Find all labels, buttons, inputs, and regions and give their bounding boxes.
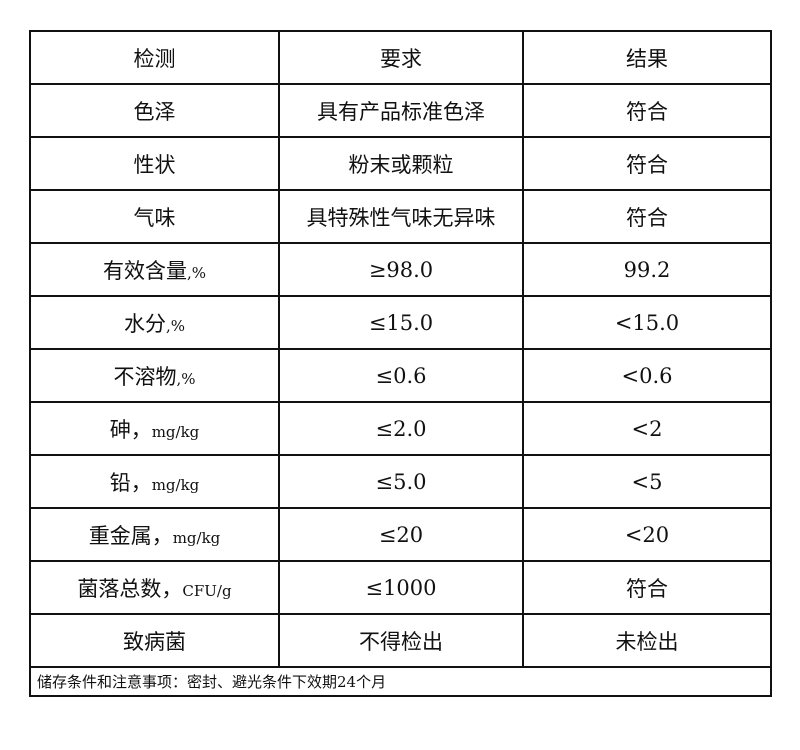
item-name: 水分 [123,311,166,336]
item-unit: ,% [165,316,186,335]
cell-requirement: ≤15.0 [278,295,524,350]
cell-result: <5 [522,454,772,509]
cell-item: 铅，mg/kg [29,454,280,509]
cell-item: 砷，mg/kg [29,401,280,456]
cell-result: 99.2 [522,242,772,297]
inspection-table: 检测 要求 结果 色泽 具有产品标准色泽 符合 性状 粉末或颗粒 符合 气味 具特殊性气味无异… [29,30,772,697]
item-name: 铅， [109,470,152,495]
cell-result: 未检出 [522,613,772,668]
cell-requirement: ≤2.0 [278,401,524,456]
cell-item: 气味 [29,189,280,244]
cell-requirement: 具有产品标准色泽 [278,83,524,138]
item-unit: mg/kg [172,528,221,547]
cell-item: 水分,% [29,295,280,350]
storage-note: 储存条件和注意事项：密封、避光条件下效期24个月 [29,666,772,697]
header-cell-test: 检测 [29,30,280,85]
table-row: 砷，mg/kg ≤2.0 <2 [29,401,772,456]
cell-item: 性状 [29,136,280,191]
item-name: 重金属， [88,523,173,548]
footer-row: 储存条件和注意事项：密封、避光条件下效期24个月 [29,666,772,697]
table-row: 有效含量,% ≥98.0 99.2 [29,242,772,297]
cell-result: 符合 [522,136,772,191]
table-row: 铅，mg/kg ≤5.0 <5 [29,454,772,509]
cell-item: 重金属，mg/kg [29,507,280,562]
cell-result: <0.6 [522,348,772,403]
table-row: 性状 粉末或颗粒 符合 [29,136,772,191]
item-name: 致病菌 [123,629,186,654]
item-unit: CFU/g [182,581,232,600]
cell-item: 菌落总数，CFU/g [29,560,280,615]
cell-result: 符合 [522,83,772,138]
table-row: 致病菌 不得检出 未检出 [29,613,772,668]
table-row: 色泽 具有产品标准色泽 符合 [29,83,772,138]
cell-requirement: 具特殊性气味无异味 [278,189,524,244]
cell-requirement: ≤0.6 [278,348,524,403]
item-unit: mg/kg [151,475,200,494]
item-name: 菌落总数， [77,576,183,601]
cell-item: 色泽 [29,83,280,138]
item-name: 砷， [109,417,152,442]
item-unit: ,% [176,369,196,388]
header-cell-result: 结果 [522,30,772,85]
cell-requirement: 粉末或颗粒 [278,136,524,191]
cell-requirement: ≤5.0 [278,454,524,509]
table-row: 不溶物,% ≤0.6 <0.6 [29,348,772,403]
cell-requirement: ≥98.0 [278,242,524,297]
item-name: 气味 [133,205,176,230]
cell-requirement: 不得检出 [278,613,524,668]
header-cell-requirement: 要求 [278,30,524,85]
item-name: 性状 [133,152,176,177]
header-row: 检测 要求 结果 [29,30,772,85]
table-row: 气味 具特殊性气味无异味 符合 [29,189,772,244]
cell-requirement: ≤20 [278,507,524,562]
cell-result: <20 [522,507,772,562]
item-name: 色泽 [133,99,176,124]
item-unit: ,% [186,263,207,282]
cell-result: <2 [522,401,772,456]
item-name: 不溶物 [113,364,177,389]
cell-item: 致病菌 [29,613,280,668]
cell-result: 符合 [522,189,772,244]
table-row: 水分,% ≤15.0 <15.0 [29,295,772,350]
item-name: 有效含量 [102,258,187,283]
cell-item: 有效含量,% [29,242,280,297]
cell-result: <15.0 [522,295,772,350]
cell-result: 符合 [522,560,772,615]
item-unit: mg/kg [151,422,200,441]
table-row: 菌落总数，CFU/g ≤1000 符合 [29,560,772,615]
table-row: 重金属，mg/kg ≤20 <20 [29,507,772,562]
cell-item: 不溶物,% [29,348,280,403]
cell-requirement: ≤1000 [278,560,524,615]
